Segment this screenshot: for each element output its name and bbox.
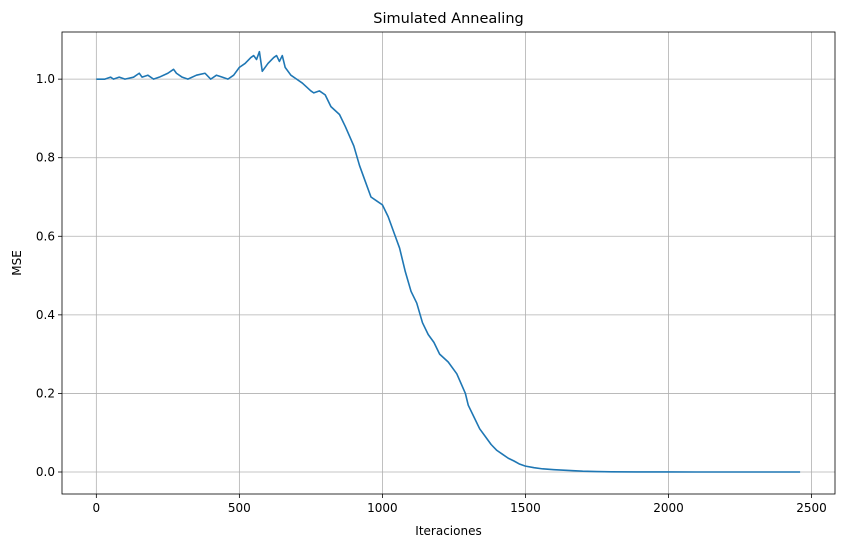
y-tick-label: 0.6 bbox=[36, 229, 55, 243]
series-line bbox=[96, 50, 801, 473]
y-tick-label: 0.0 bbox=[36, 465, 55, 479]
grid bbox=[62, 32, 835, 494]
x-tick-label: 1000 bbox=[367, 501, 398, 515]
y-tick-label: 0.2 bbox=[36, 386, 55, 400]
ticks: 0 500 1000 1500 2000 2500 0.0 0.2 0.4 0.6 0.8 1.0 bbox=[36, 72, 827, 515]
x-tick-label: 0 bbox=[93, 501, 101, 515]
y-tick-label: 0.8 bbox=[36, 151, 55, 165]
plot-frame bbox=[61, 31, 836, 495]
y-axis-label: MSE bbox=[10, 250, 24, 276]
y-tick-label: 0.4 bbox=[36, 308, 55, 322]
x-axis-label: Iteraciones bbox=[415, 524, 481, 538]
x-tick-label: 2000 bbox=[653, 501, 684, 515]
x-tick-label: 500 bbox=[228, 501, 251, 515]
chart-title: Simulated Annealing bbox=[373, 11, 523, 27]
x-tick-label: 2500 bbox=[796, 501, 827, 515]
x-tick-label: 1500 bbox=[510, 501, 541, 515]
y-tick-label: 1.0 bbox=[36, 72, 55, 86]
